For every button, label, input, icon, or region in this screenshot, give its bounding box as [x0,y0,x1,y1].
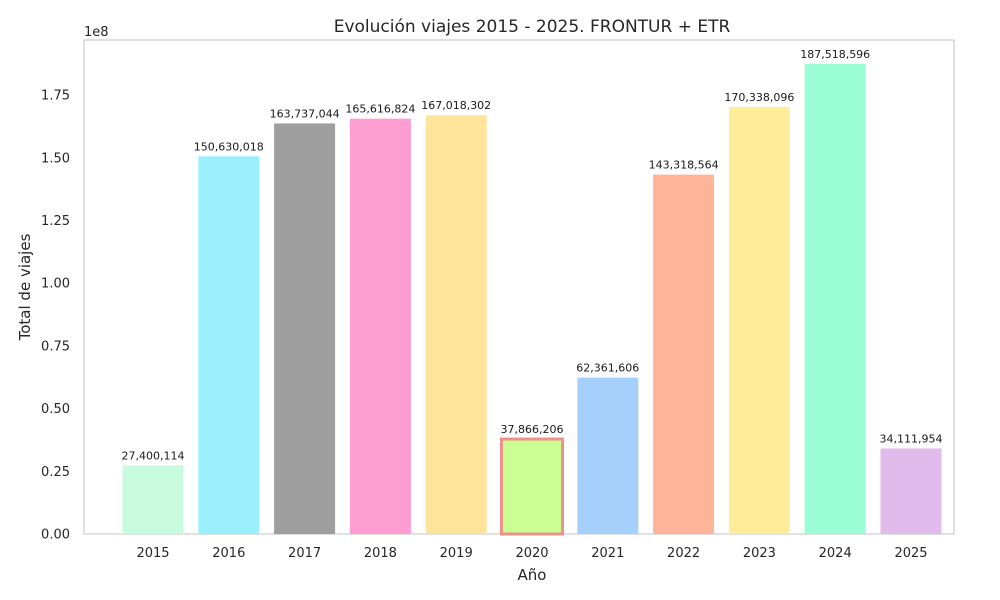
x-tick-label: 2022 [667,546,700,561]
bar-2020 [500,437,564,536]
bar-2023 [728,106,790,534]
bar-value-label: 150,630,018 [194,140,264,153]
bar-2024 [804,63,866,535]
bar-2019 [425,115,487,535]
y-tick-label: 0.50 [41,402,70,417]
bar-value-label: 170,338,096 [724,91,794,104]
bar-value-label: 143,318,564 [649,159,719,172]
y-tick-label: 0.25 [41,465,70,480]
bar-value-label: 163,737,044 [270,107,340,120]
bar-2015 [122,465,184,534]
bar-2025 [880,448,942,534]
y-tick-label: 1.50 [41,151,70,166]
x-tick-label: 2017 [288,546,321,561]
y-axis-label: Total de viajes [16,233,34,341]
bar-value-label: 37,866,206 [501,423,564,436]
bar-value-label: 62,361,606 [576,362,639,375]
x-tick-label: 2023 [743,546,776,561]
bar-2021 [577,377,639,534]
x-axis-label: Año [518,566,547,584]
bar-2022 [653,174,715,534]
y-tick-label: 0.75 [41,339,70,354]
bar-2018 [349,118,411,534]
y-axis-ticks: 0.00 0.25 0.50 0.75 1.00 1.25 1.50 1.75 [41,89,70,543]
y-tick-label: 0.00 [41,528,70,543]
bar-value-label: 34,111,954 [880,432,943,445]
x-tick-label: 2021 [591,546,624,561]
y-tick-label: 1.75 [41,89,70,104]
bar-value-label: 187,518,596 [800,48,870,61]
x-tick-label: 2016 [212,546,245,561]
x-tick-label: 2015 [136,546,169,561]
y-axis-offset-label: 1e8 [84,25,109,40]
bar-2017 [274,123,336,535]
x-tick-label: 2024 [819,546,852,561]
chart-title: Evolución viajes 2015 - 2025. FRONTUR + … [334,17,731,37]
x-axis-ticks: 2015 2016 2017 2018 2019 2020 2021 2022 2023 2024… [136,546,927,561]
y-tick-label: 1.25 [41,214,70,229]
x-tick-label: 2025 [894,546,927,561]
x-tick-label: 2018 [364,546,397,561]
bar-2016 [198,156,260,535]
y-tick-label: 1.00 [41,277,70,292]
bar-value-label: 165,616,824 [345,103,415,116]
x-tick-label: 2020 [515,546,548,561]
bar-value-label: 167,018,302 [421,99,491,112]
x-tick-label: 2019 [440,546,473,561]
bar-value-label: 27,400,114 [122,449,185,462]
bars: 27,400,114 150,630,018 163,737,044 165,616,… [122,48,943,536]
